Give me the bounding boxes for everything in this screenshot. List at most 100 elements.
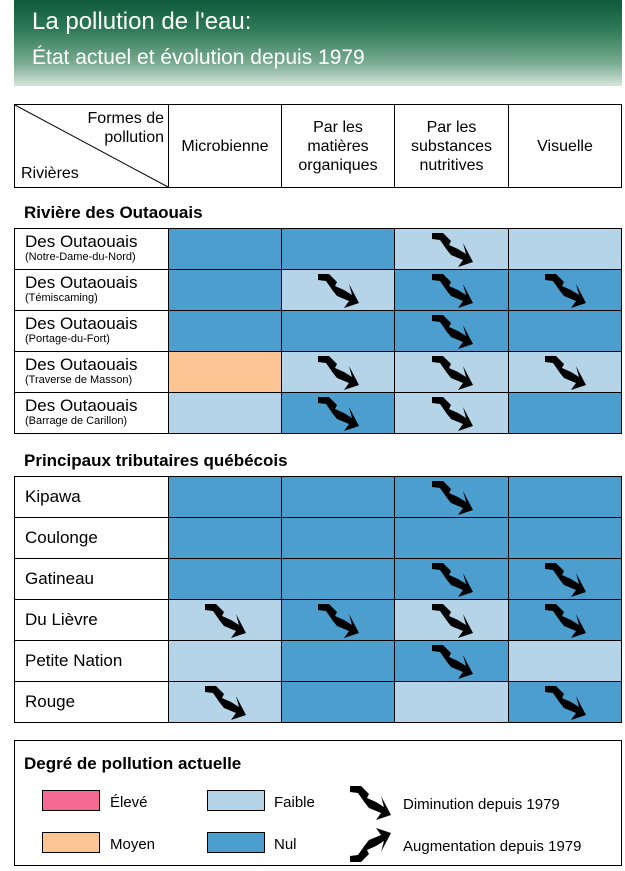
river-name: Des Outaouais <box>25 355 138 374</box>
river-location: (Portage-du-Fort) <box>25 333 110 345</box>
river-location: (Barrage de Carillon) <box>25 415 128 427</box>
header-corner-cell: Formes de pollution Rivières <box>14 104 169 188</box>
cell-visuelle <box>508 558 622 600</box>
corner-diagonal <box>15 105 168 187</box>
river-name: Des Outaouais <box>25 314 138 333</box>
cell-visuelle <box>508 269 622 311</box>
row-label: Gatineau <box>14 558 169 600</box>
river-name: Coulonge <box>25 528 98 547</box>
cell-microbienne <box>168 681 282 723</box>
page-subtitle: État actuel et évolution depuis 1979 <box>32 46 365 69</box>
row-label: Des Outaouais (Traverse de Masson) <box>14 351 169 393</box>
decrease-arrow-icon <box>432 563 473 597</box>
cell-microbienne <box>168 269 282 311</box>
river-name: Gatineau <box>25 569 94 588</box>
cell-microbienne <box>168 392 282 434</box>
cell-matieres-organiques <box>281 558 395 600</box>
cell-microbienne <box>168 228 282 270</box>
cell-substances-nutritives <box>394 269 509 311</box>
corner-label-pollution: pollution <box>104 129 164 146</box>
cell-substances-nutritives <box>394 351 509 393</box>
decrease-arrow-icon <box>545 274 586 308</box>
cell-substances-nutritives <box>394 310 509 352</box>
cell-visuelle <box>508 476 622 518</box>
cell-matieres-organiques <box>281 476 395 518</box>
row-label: Des Outaouais (Notre-Dame-du-Nord) <box>14 228 169 270</box>
river-name: Des Outaouais <box>25 396 138 415</box>
legend-label-moyen: Moyen <box>110 836 156 853</box>
row-label: Du Lièvre <box>14 599 169 641</box>
legend-label-augmentation: Augmentation depuis 1979 <box>403 838 582 855</box>
section-title-tributaires: Principaux tributaires québécois <box>24 451 288 470</box>
legend-label-faible: Faible <box>274 794 315 811</box>
cell-substances-nutritives <box>394 640 509 682</box>
row-label: Kipawa <box>14 476 169 518</box>
cell-visuelle <box>508 599 622 641</box>
legend-swatch-nul <box>207 832 265 853</box>
legend-label-diminution: Diminution depuis 1979 <box>403 796 560 813</box>
cell-visuelle <box>508 228 622 270</box>
cell-matieres-organiques <box>281 640 395 682</box>
river-name: Petite Nation <box>25 651 123 670</box>
column-header-visuelle: Visuelle <box>508 104 622 188</box>
legend-swatch-eleve <box>42 790 100 811</box>
cell-matieres-organiques <box>281 681 395 723</box>
cell-substances-nutritives <box>394 558 509 600</box>
cell-visuelle <box>508 310 622 352</box>
river-location: (Témiscaming) <box>25 292 98 304</box>
cell-matieres-organiques <box>281 310 395 352</box>
legend-swatch-moyen <box>42 832 100 853</box>
legend-label-nul: Nul <box>274 836 297 853</box>
row-label: Des Outaouais (Barrage de Carillon) <box>14 392 169 434</box>
cell-substances-nutritives <box>394 517 509 559</box>
decrease-arrow-icon <box>432 397 473 431</box>
river-name: Des Outaouais <box>25 273 138 292</box>
column-header-matieres-organiques: Par les matières organiques <box>281 104 395 188</box>
cell-visuelle <box>508 640 622 682</box>
decrease-arrow-icon <box>205 686 246 720</box>
decrease-arrow-icon <box>432 315 473 349</box>
cell-substances-nutritives <box>394 476 509 518</box>
column-header-microbienne: Microbienne <box>168 104 282 188</box>
page-title: La pollution de l'eau: <box>32 8 252 35</box>
legend-increase-arrow-icon <box>350 828 391 862</box>
cell-microbienne <box>168 310 282 352</box>
decrease-arrow-icon <box>545 686 586 720</box>
cell-microbienne <box>168 640 282 682</box>
decrease-arrow-icon <box>318 356 359 390</box>
cell-microbienne <box>168 558 282 600</box>
legend-label-eleve: Élevé <box>110 794 148 811</box>
cell-substances-nutritives <box>394 228 509 270</box>
decrease-arrow-icon <box>432 604 473 638</box>
cell-matieres-organiques <box>281 351 395 393</box>
river-location: (Notre-Dame-du-Nord) <box>25 251 136 263</box>
column-header-substances-nutritives: Par les substances nutritives <box>394 104 509 188</box>
cell-matieres-organiques <box>281 599 395 641</box>
decrease-arrow-icon <box>545 604 586 638</box>
decrease-arrow-icon <box>318 397 359 431</box>
river-name: Kipawa <box>25 487 81 506</box>
title-banner: La pollution de l'eau: État actuel et év… <box>14 0 622 86</box>
cell-microbienne <box>168 517 282 559</box>
decrease-arrow-icon <box>205 604 246 638</box>
decrease-arrow-icon <box>318 604 359 638</box>
decrease-arrow-icon <box>545 563 586 597</box>
legend-decrease-arrow-icon <box>350 786 391 820</box>
section-title-outaouais: Rivière des Outaouais <box>24 203 203 222</box>
decrease-arrow-icon <box>432 274 473 308</box>
cell-visuelle <box>508 681 622 723</box>
row-label: Petite Nation <box>14 640 169 682</box>
row-label: Rouge <box>14 681 169 723</box>
row-label: Des Outaouais (Portage-du-Fort) <box>14 310 169 352</box>
river-name: Du Lièvre <box>25 610 98 629</box>
cell-visuelle <box>508 351 622 393</box>
cell-matieres-organiques <box>281 228 395 270</box>
cell-microbienne <box>168 351 282 393</box>
legend-box: Degré de pollution actuelle Élevé Moyen … <box>14 740 622 866</box>
river-location: (Traverse de Masson) <box>25 374 133 386</box>
cell-visuelle <box>508 517 622 559</box>
cell-substances-nutritives <box>394 392 509 434</box>
legend-swatch-faible <box>207 790 265 811</box>
river-name: Des Outaouais <box>25 232 138 251</box>
row-label: Coulonge <box>14 517 169 559</box>
